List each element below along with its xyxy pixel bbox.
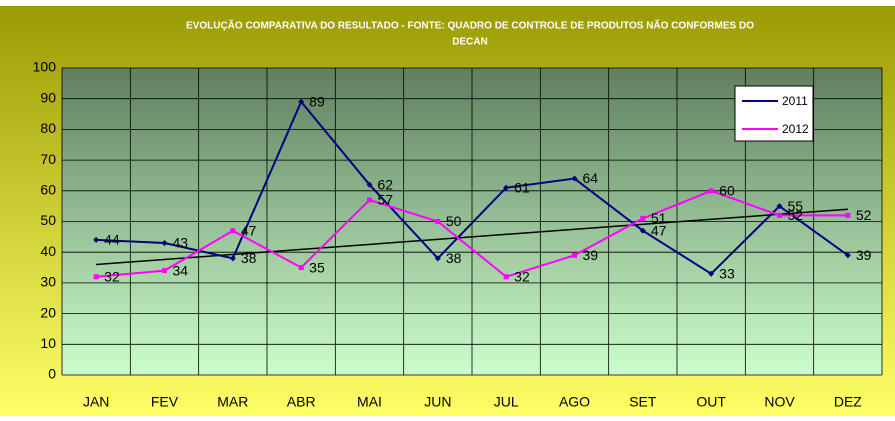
marker <box>230 228 236 234</box>
legend-label: 2012 <box>782 122 809 136</box>
x-tick-label: MAR <box>217 394 248 410</box>
marker <box>366 181 373 188</box>
y-tick-label: 0 <box>48 366 56 382</box>
data-label: 51 <box>651 210 667 226</box>
marker <box>93 274 99 280</box>
data-label: 52 <box>856 207 872 223</box>
x-tick-label: MAI <box>357 394 382 410</box>
data-label: 38 <box>241 250 257 266</box>
data-label: 61 <box>514 179 530 195</box>
y-tick-label: 70 <box>40 151 56 167</box>
marker <box>639 227 646 234</box>
data-label: 52 <box>788 207 804 223</box>
data-label: 57 <box>378 192 394 208</box>
data-label: 50 <box>446 213 462 229</box>
marker <box>776 203 783 210</box>
y-tick-label: 50 <box>40 212 56 228</box>
data-label: 43 <box>173 235 189 251</box>
x-tick-label: JAN <box>83 394 109 410</box>
data-label: 47 <box>651 222 667 238</box>
chart-title: DECAN <box>452 37 488 48</box>
y-tick-label: 10 <box>40 335 56 351</box>
y-tick-label: 40 <box>40 243 56 259</box>
marker <box>844 252 851 259</box>
marker <box>367 197 372 203</box>
data-label: 62 <box>378 176 394 192</box>
y-tick-label: 80 <box>40 120 56 136</box>
data-label: 39 <box>583 247 599 263</box>
data-label: 39 <box>856 247 872 263</box>
x-tick-label: NOV <box>764 394 795 410</box>
x-tick-label: SET <box>629 394 657 410</box>
series-line <box>96 99 849 275</box>
data-label: 47 <box>241 222 257 238</box>
marker <box>503 274 509 280</box>
x-tick-label: ABR <box>287 394 316 410</box>
marker <box>708 270 715 277</box>
y-tick-label: 30 <box>40 274 56 290</box>
y-tick-label: 60 <box>40 182 56 198</box>
y-tick-label: 20 <box>40 304 56 320</box>
marker <box>435 219 441 224</box>
x-tick-label: OUT <box>696 394 726 410</box>
legend-label: 2011 <box>782 94 808 108</box>
chart-title: EVOLUÇÃO COMPARATIVA DO RESULTADO - FONT… <box>186 19 754 32</box>
data-label: 89 <box>309 93 325 109</box>
data-label: 33 <box>719 265 735 281</box>
marker <box>298 98 305 105</box>
x-tick-label: AGO <box>559 394 590 410</box>
top-strip <box>0 0 895 6</box>
marker <box>572 252 577 258</box>
data-label: 64 <box>583 170 599 186</box>
marker <box>845 212 851 218</box>
series-line <box>96 189 848 278</box>
data-label: 35 <box>309 259 325 275</box>
data-label: 38 <box>446 250 462 266</box>
marker <box>161 239 168 246</box>
data-label: 32 <box>514 268 530 284</box>
marker <box>298 265 304 271</box>
data-label: 44 <box>104 232 120 248</box>
x-tick-label: FEV <box>151 394 179 410</box>
marker <box>93 236 100 243</box>
marker <box>640 215 646 221</box>
x-tick-label: DEZ <box>834 394 862 410</box>
marker <box>503 184 510 191</box>
x-tick-label: JUL <box>494 394 519 410</box>
x-tick-label: JUN <box>424 394 451 410</box>
data-label: 34 <box>173 262 189 278</box>
marker <box>777 212 782 218</box>
y-tick-label: 100 <box>33 59 57 75</box>
marker <box>434 255 441 262</box>
marker <box>162 268 167 274</box>
marker <box>708 188 714 194</box>
marker <box>571 175 578 182</box>
marker <box>229 255 236 262</box>
legend <box>734 85 814 142</box>
data-label: 32 <box>104 268 120 284</box>
data-label: 60 <box>719 183 735 199</box>
data-label: 55 <box>788 198 804 214</box>
y-tick-label: 90 <box>40 89 56 105</box>
